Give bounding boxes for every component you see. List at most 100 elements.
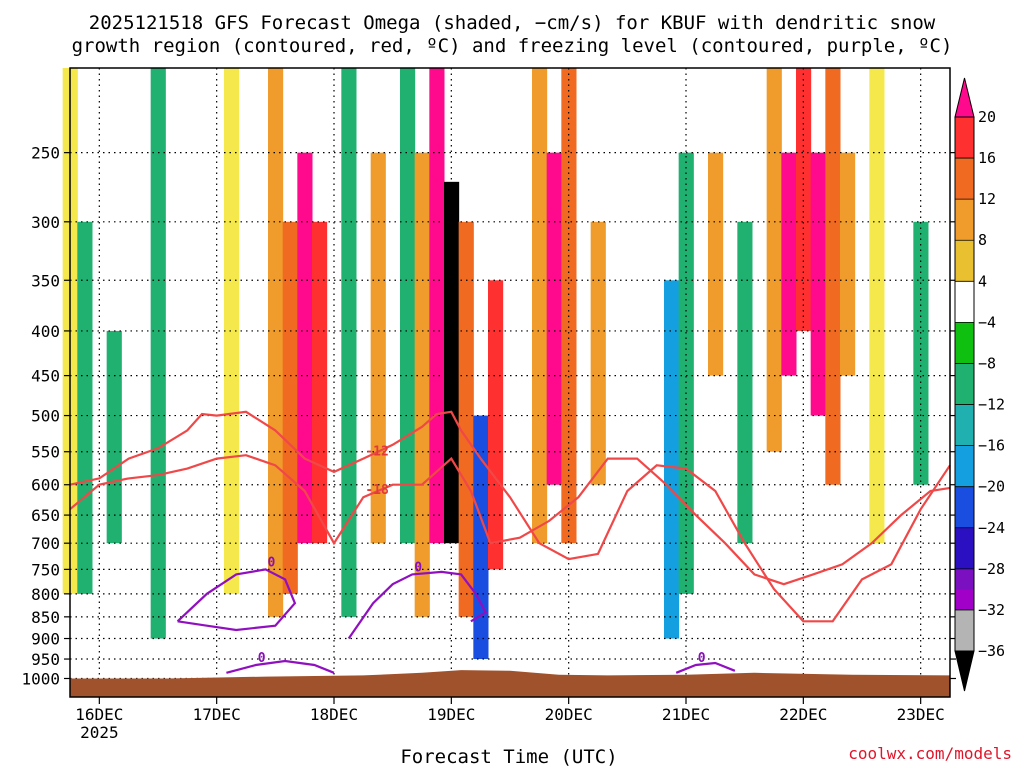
y-tick-label: 350 xyxy=(31,271,60,290)
y-tick-label: 950 xyxy=(31,650,60,669)
omega-cell xyxy=(488,280,504,570)
omega-cell xyxy=(370,152,386,544)
chart-title-line-2: growth region (contoured, red, ºC) and f… xyxy=(72,35,953,57)
colorbar-band xyxy=(955,281,974,303)
colorbar-label: −36 xyxy=(978,642,1005,660)
colorbar-band xyxy=(955,117,974,139)
y-tick-label: 700 xyxy=(31,534,60,553)
colorbar-label: 20 xyxy=(978,108,996,126)
colorbar-band xyxy=(955,384,974,406)
x-tick-sublabel: 2025 xyxy=(80,723,119,742)
omega-cell xyxy=(400,68,416,544)
omega-cell xyxy=(708,152,724,376)
colorbar-band xyxy=(955,342,974,364)
x-tick-label: 19DEC xyxy=(427,705,475,724)
x-tick-label: 20DEC xyxy=(545,705,593,724)
colorbar-band xyxy=(955,178,974,200)
y-tick-label: 300 xyxy=(31,213,60,232)
colorbar-label: −24 xyxy=(978,519,1005,537)
omega-cell xyxy=(678,152,694,594)
x-axis-label: Forecast Time (UTC) xyxy=(400,746,617,768)
colorbar-band xyxy=(955,466,974,488)
colorbar-label: 12 xyxy=(978,190,996,208)
colorbar-band xyxy=(955,219,974,241)
x-tick-label: 18DEC xyxy=(310,705,358,724)
y-tick-label: 250 xyxy=(31,144,60,163)
colorbar-band xyxy=(955,240,974,262)
omega-cell xyxy=(781,152,797,376)
freezing-level-contour xyxy=(176,568,297,632)
plot-area: -12 -18 0 0 0 0 xyxy=(62,67,951,698)
colorbar-band xyxy=(955,363,974,385)
omega-cell xyxy=(106,330,122,544)
colorbar-band xyxy=(955,199,974,221)
dendritic-growth-contour xyxy=(69,410,951,623)
colorbar-band xyxy=(955,589,974,611)
omega-cell xyxy=(444,181,460,544)
freezing-level-contour-label: 0 xyxy=(698,651,706,666)
colorbar-label: 4 xyxy=(978,272,987,290)
omega-cell xyxy=(810,152,826,416)
omega-cell xyxy=(429,68,445,544)
colorbar-band xyxy=(955,158,974,180)
y-tick-label: 800 xyxy=(31,585,60,604)
dendritic-growth-contour xyxy=(69,454,951,586)
x-tick-label: 17DEC xyxy=(193,705,241,724)
colorbar-label: 8 xyxy=(978,231,987,249)
y-tick-label: 650 xyxy=(31,506,60,525)
colorbar-band xyxy=(955,137,974,159)
omega-cell xyxy=(664,280,680,639)
freezing-level-contour-label: 0 xyxy=(414,560,422,575)
colorbar-label: −28 xyxy=(978,560,1005,578)
y-tick-label: 600 xyxy=(31,476,60,495)
chart-title-line-1: 2025121518 GFS Forecast Omega (shaded, −… xyxy=(89,12,936,34)
colorbar-band xyxy=(955,425,974,447)
omega-cell xyxy=(840,152,856,376)
y-tick-label: 900 xyxy=(31,630,60,649)
terrain-ground xyxy=(70,670,950,697)
omega-cell xyxy=(414,152,430,617)
omega-cell xyxy=(282,221,298,594)
omega-cell xyxy=(268,68,284,617)
y-tick-label: 550 xyxy=(31,443,60,462)
colorbar-band xyxy=(955,445,974,467)
colorbar-band xyxy=(955,260,974,282)
credit-text: coolwx.com/models xyxy=(848,744,1012,763)
dendritic-growth-contour-label: -18 xyxy=(365,483,389,498)
colorbar-band xyxy=(955,301,974,323)
x-tick-label: 21DEC xyxy=(662,705,710,724)
colorbar-label: −4 xyxy=(978,313,996,331)
x-tick-label: 16DEC xyxy=(75,705,123,724)
omega-cell xyxy=(297,152,313,544)
colorbar-label: −16 xyxy=(978,437,1005,455)
plot-frame xyxy=(69,67,951,698)
colorbar-bottom-arrow xyxy=(954,650,975,692)
y-tick-label: 1000 xyxy=(21,669,60,688)
y-tick-label: 500 xyxy=(31,407,60,426)
colorbar-band xyxy=(955,609,974,631)
omega-cell xyxy=(532,68,548,544)
colorbar-band xyxy=(955,630,974,652)
freezing-level-contour xyxy=(675,661,736,674)
y-tick-label: 400 xyxy=(31,322,60,341)
colorbar-band xyxy=(955,507,974,529)
omega-cell xyxy=(737,221,753,544)
x-tick-label: 23DEC xyxy=(897,705,945,724)
omega-cell xyxy=(341,68,357,617)
y-axis: 250 300 350 400 450 500 550 600 650 700 750 800 850 9… xyxy=(21,144,956,688)
freezing-level-contour xyxy=(226,659,335,674)
omega-cell xyxy=(796,68,812,331)
colorbar-band xyxy=(955,568,974,590)
colorbar-label: −20 xyxy=(978,478,1005,496)
omega-cell xyxy=(913,221,929,485)
colorbar-label: 16 xyxy=(978,149,996,167)
colorbar-label: −8 xyxy=(978,354,996,372)
colorbar-band xyxy=(955,404,974,426)
omega-cell xyxy=(766,68,782,452)
colorbar-band xyxy=(955,322,974,344)
colorbar-label: −32 xyxy=(978,601,1005,619)
freezing-level-contour xyxy=(347,570,488,640)
omega-cell xyxy=(825,68,841,485)
